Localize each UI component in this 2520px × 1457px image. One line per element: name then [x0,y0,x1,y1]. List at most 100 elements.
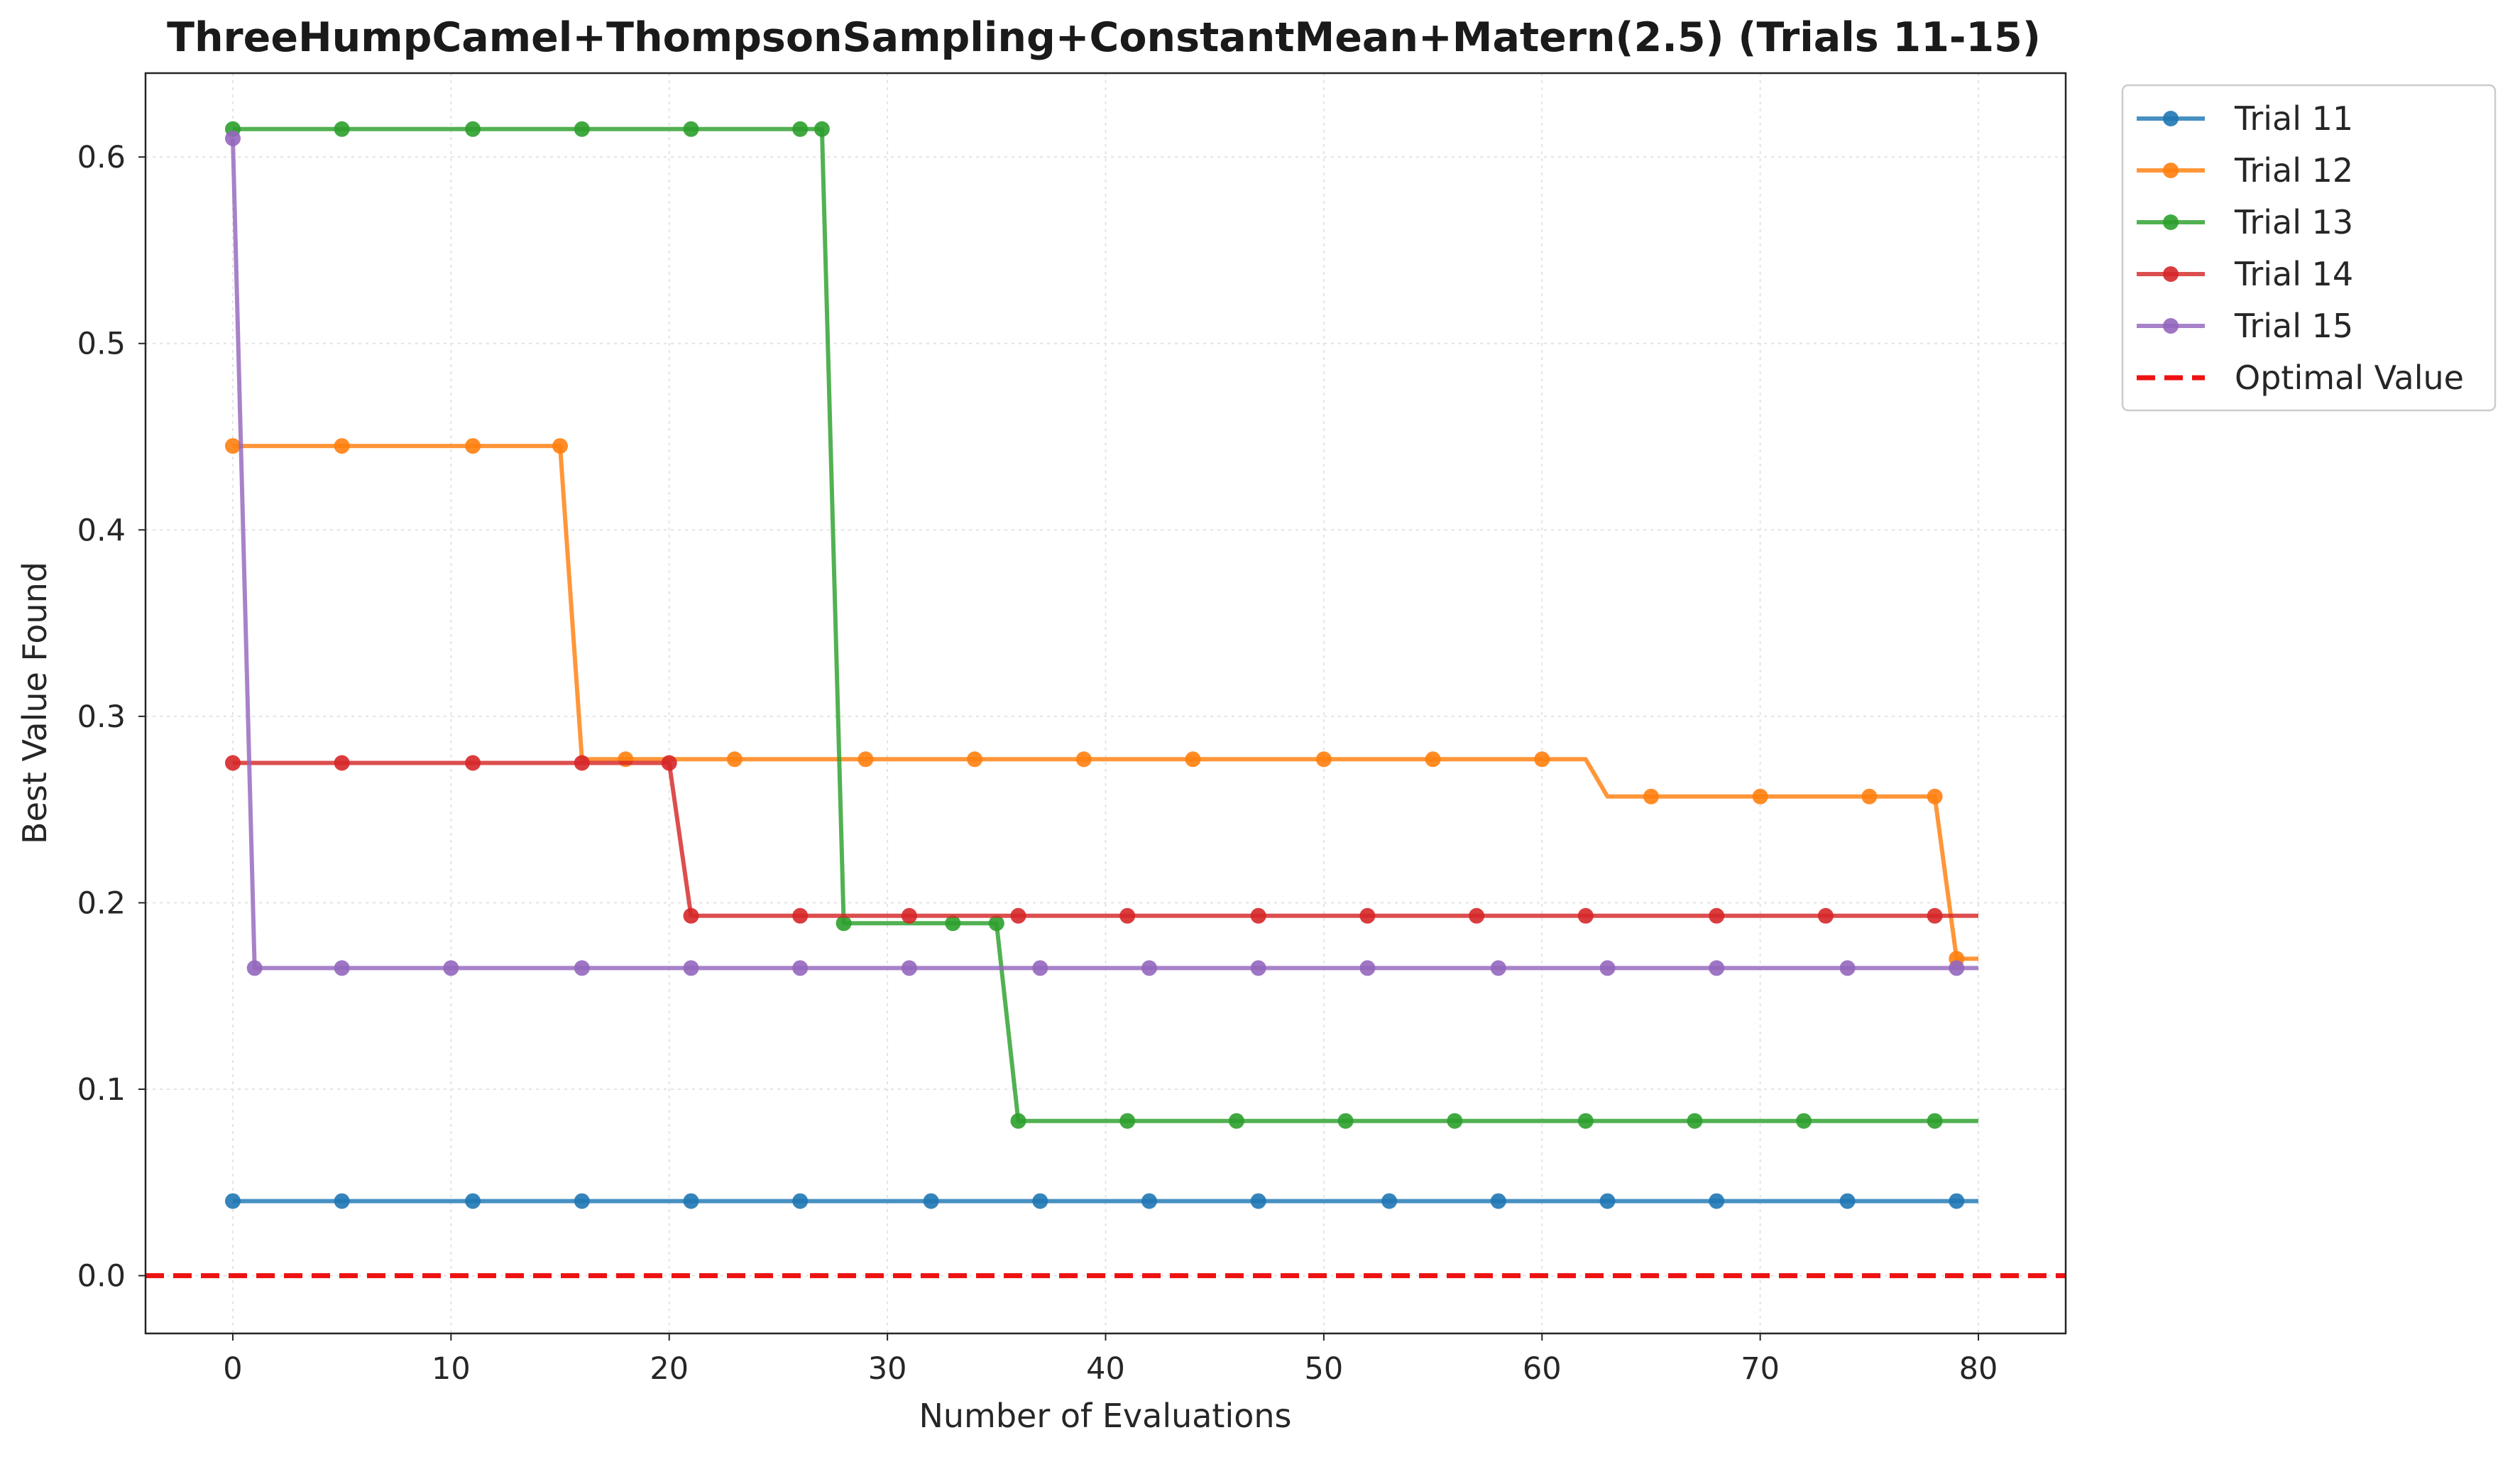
x-tick-label: 0 [223,1351,242,1387]
data-point [1032,960,1048,976]
data-point [683,121,699,137]
data-point [858,751,874,768]
data-point [465,755,481,771]
chart-title: ThreeHumpCamel+ThompsonSampling+Constant… [167,14,2041,61]
data-point [334,438,350,454]
x-tick-label: 10 [432,1351,471,1387]
data-point [1010,907,1026,924]
data-point [1469,907,1485,924]
data-point [465,1193,481,1209]
data-point [792,121,809,137]
data-point [1119,907,1136,924]
series-line [233,444,1978,961]
y-tick-label: 0.3 [77,699,126,735]
data-point [1949,1193,1965,1209]
legend-label: Trial 15 [2234,307,2353,345]
legend-item: Trial 14 [2137,255,2353,293]
data-point [1228,1113,1244,1129]
data-point [726,751,743,768]
legend-label: Trial 14 [2234,255,2353,293]
y-tick-label: 0.1 [77,1072,126,1108]
legend-label: Optimal Value [2235,359,2464,397]
data-point [683,907,699,924]
x-axis-ticks: 0 10 20 30 40 50 60 70 80 [223,1333,1998,1387]
legend-marker-swatch [2163,214,2179,230]
legend-label: Trial 13 [2234,203,2353,241]
data-point [1250,907,1266,924]
data-point [901,907,917,924]
data-point [923,1193,939,1209]
legend-item: Trial 15 [2137,307,2353,345]
data-point [552,438,568,454]
legend-marker-swatch [2163,318,2179,334]
y-tick-label: 0.0 [77,1259,126,1294]
data-point [1839,1193,1856,1209]
legend-item: Trial 12 [2137,151,2353,190]
data-point [1534,751,1550,768]
data-point [945,915,961,932]
x-tick-label: 20 [650,1351,689,1387]
data-point [574,1193,590,1209]
data-point [225,755,241,771]
data-point [1752,788,1768,804]
x-tick-label: 60 [1523,1351,1562,1387]
legend-label: Trial 11 [2234,99,2353,138]
legend-items: Trial 11 Trial 12 Trial 13 Trial 14 Trial 15… [2137,99,2464,397]
data-point [813,121,830,137]
data-point [1709,1193,1725,1209]
data-point [683,1193,699,1209]
data-point [1010,1113,1026,1129]
data-point [574,755,590,771]
data-point [1337,1113,1354,1129]
y-axis-ticks: 0.0 0.1 0.2 0.3 0.4 0.5 0.6 [77,140,146,1294]
data-point [225,130,241,146]
data-point [225,438,241,454]
data-point [1927,1113,1943,1129]
data-point [225,1193,241,1209]
data-point [1381,1193,1398,1209]
data-point [1599,960,1616,976]
series-group [225,121,1978,1209]
data-point [1949,960,1965,976]
series-trial-11 [225,1193,1978,1209]
data-point [988,915,1004,932]
data-point [1861,788,1878,804]
data-point [1141,1193,1157,1209]
data-point [1075,751,1092,768]
legend-item: Optimal Value [2137,359,2464,397]
legend-marker-swatch [2163,163,2179,178]
data-point [334,755,350,771]
data-point [1250,1193,1266,1209]
x-tick-label: 30 [868,1351,907,1387]
data-point [836,915,852,932]
data-point [1839,960,1856,976]
data-point [1577,907,1594,924]
data-point [1359,960,1376,976]
data-point [1709,907,1725,924]
data-point [1643,788,1659,804]
data-point [1927,788,1943,804]
data-point [1425,751,1441,768]
data-point [246,960,263,976]
series-trial-14 [225,755,1978,924]
data-point [1577,1113,1594,1129]
data-point [792,907,809,924]
data-point [1687,1113,1703,1129]
legend: Trial 11 Trial 12 Trial 13 Trial 14 Trial 15… [2121,84,2497,412]
x-tick-label: 80 [1959,1351,1998,1387]
x-tick-label: 70 [1741,1351,1780,1387]
data-point [1490,1193,1506,1209]
data-point [967,751,983,768]
data-point [792,1193,809,1209]
data-point [465,438,481,454]
x-tick-label: 40 [1086,1351,1125,1387]
y-tick-label: 0.6 [77,140,126,175]
data-point [683,960,699,976]
y-tick-label: 0.4 [77,513,126,548]
data-point [574,960,590,976]
legend-box [2121,84,2497,412]
data-point [1359,907,1376,924]
data-point [1796,1113,1812,1129]
